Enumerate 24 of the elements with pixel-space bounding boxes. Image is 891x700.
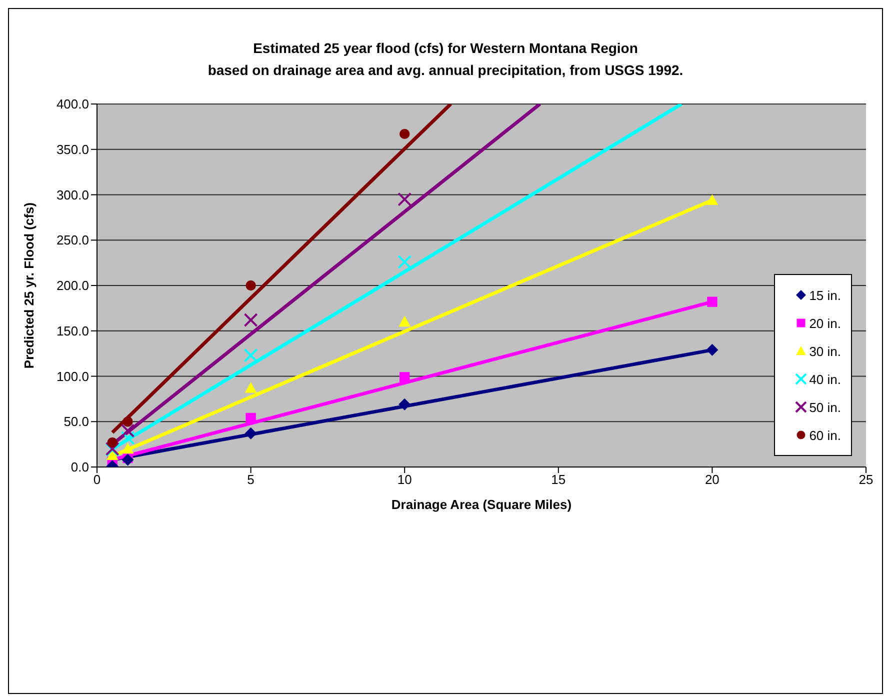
x-tick-label: 15 bbox=[551, 472, 566, 488]
x-tick-label: 20 bbox=[704, 472, 720, 488]
legend-label: 40 in. bbox=[809, 372, 841, 386]
y-tick-label: 400.0 bbox=[56, 96, 89, 112]
y-tick-label: 250.0 bbox=[56, 232, 89, 248]
y-tick-label: 300.0 bbox=[56, 187, 89, 202]
y-tick-label: 100.0 bbox=[56, 368, 89, 384]
x-tick-label: 0 bbox=[93, 472, 101, 488]
legend-label: 20 in. bbox=[809, 316, 841, 330]
y-tick-label: 200.0 bbox=[56, 278, 89, 294]
y-tick-label: 0.0 bbox=[70, 460, 89, 475]
legend-label: 60 in. bbox=[809, 428, 841, 442]
legend-label: 50 in. bbox=[809, 400, 841, 414]
x-tick-label: 25 bbox=[858, 472, 874, 488]
y-tick-label: 350.0 bbox=[56, 142, 89, 157]
y-tick-label: 150.0 bbox=[56, 323, 89, 338]
chart-title: Estimated 25 year flood (cfs) for Western Montana Region based on drainage area and avg. annual precipitation, from USGS 1992. bbox=[206, 39, 684, 80]
x-tick-label: 5 bbox=[247, 472, 254, 488]
legend-label: 30 in. bbox=[809, 344, 841, 358]
y-axis-title: Predicted 25 yr. Flood (cfs) bbox=[22, 202, 37, 369]
x-tick-label: 10 bbox=[397, 472, 412, 488]
legend-label: 15 in. bbox=[809, 288, 841, 302]
x-axis-title: Drainage Area (Square Miles) bbox=[391, 497, 572, 512]
y-tick-label: 50.0 bbox=[64, 414, 89, 430]
